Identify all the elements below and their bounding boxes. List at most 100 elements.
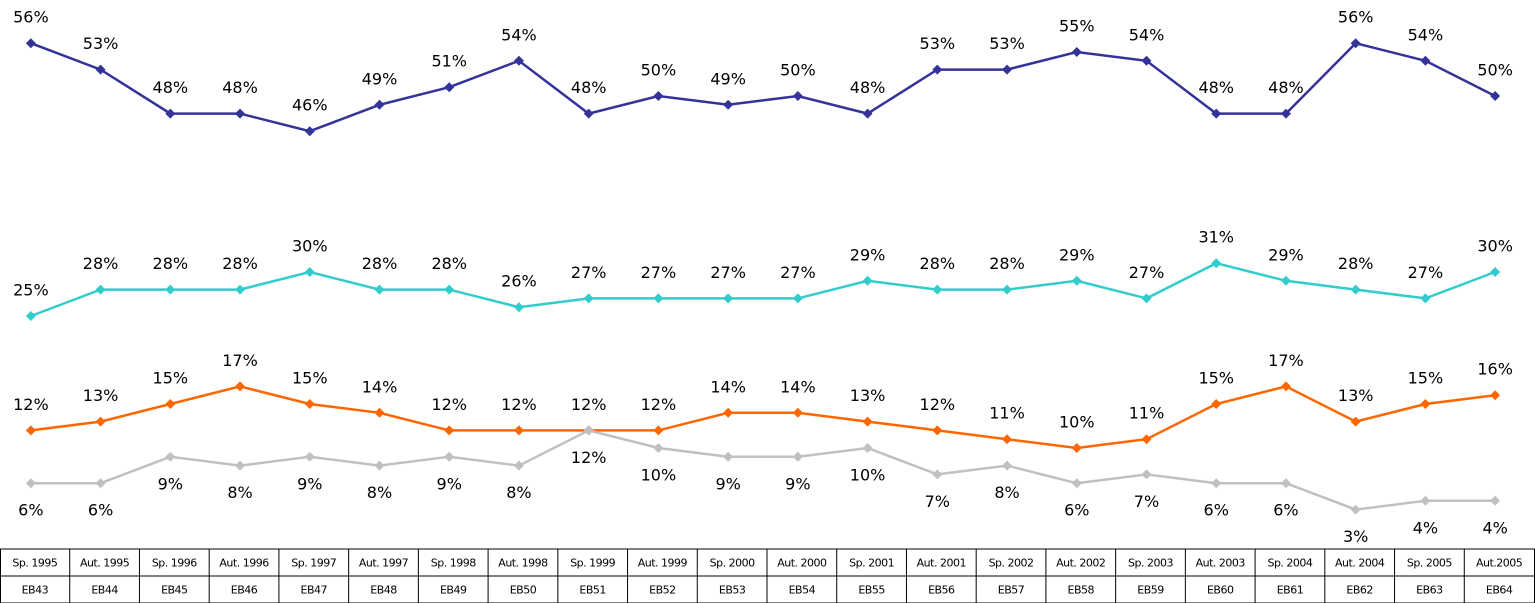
data-label: 27% — [641, 263, 677, 282]
data-label: 16% — [1477, 360, 1513, 379]
marker — [1350, 38, 1361, 49]
marker — [513, 425, 524, 436]
marker — [1002, 284, 1013, 295]
line — [30, 385, 1496, 450]
marker — [723, 407, 734, 418]
marker — [1002, 434, 1013, 445]
x-tick-code: EB52 — [649, 584, 676, 597]
data-label: 54% — [1408, 25, 1444, 44]
marker — [444, 284, 455, 295]
marker — [1350, 416, 1361, 427]
marker — [653, 425, 664, 436]
data-label: 12% — [571, 395, 607, 414]
data-label: 54% — [501, 25, 537, 44]
marker — [374, 99, 385, 110]
data-label: 9% — [715, 474, 740, 493]
marker — [25, 425, 36, 436]
data-label: 10% — [1059, 413, 1095, 432]
marker — [723, 99, 734, 110]
data-label: 28% — [989, 254, 1025, 273]
x-tick-code: EB46 — [231, 584, 258, 597]
data-label: 14% — [362, 377, 398, 396]
marker — [583, 425, 594, 436]
data-label: 14% — [780, 377, 816, 396]
data-label: 25% — [13, 281, 49, 300]
data-label: 30% — [292, 237, 328, 256]
data-label: 56% — [13, 8, 49, 27]
marker — [1071, 443, 1082, 453]
marker — [792, 451, 803, 462]
marker — [653, 443, 664, 453]
data-label: 3% — [1343, 527, 1368, 546]
marker — [95, 416, 106, 427]
marker — [1141, 293, 1152, 304]
data-label: 9% — [785, 474, 810, 493]
x-tick-label: Aut. 2003 — [1196, 557, 1246, 570]
x-tick-code: EB43 — [22, 584, 49, 597]
x-tick-label: Aut. 1996 — [219, 557, 269, 570]
data-label: 9% — [437, 474, 462, 493]
marker — [25, 478, 36, 489]
x-tick-label: Sp. 2003 — [1128, 557, 1173, 570]
data-label: 28% — [1338, 254, 1374, 273]
marker — [165, 399, 176, 409]
data-label: 49% — [710, 69, 746, 88]
x-tick-code: EB49 — [440, 584, 467, 597]
marker — [1490, 91, 1501, 101]
data-label: 11% — [989, 404, 1025, 423]
x-tick-label: Sp. 1997 — [291, 557, 336, 570]
marker — [723, 293, 734, 304]
marker — [1141, 469, 1152, 480]
marker — [1490, 390, 1501, 401]
x-tick-code: EB57 — [998, 584, 1025, 597]
marker — [862, 275, 873, 286]
marker — [932, 64, 943, 75]
data-label: 17% — [1268, 351, 1304, 370]
x-tick-code: EB44 — [91, 584, 118, 597]
data-label: 14% — [710, 377, 746, 396]
data-label: 13% — [83, 386, 119, 405]
data-label: 10% — [850, 466, 886, 485]
data-label: 6% — [1064, 501, 1089, 520]
data-label: 31% — [1198, 228, 1234, 247]
x-tick-label: Aut. 1998 — [498, 557, 548, 570]
x-tick-code: EB50 — [510, 584, 537, 597]
marker — [235, 460, 246, 471]
marker — [1211, 108, 1222, 119]
data-label: 29% — [1268, 245, 1304, 264]
marker — [374, 284, 385, 295]
x-tick-label: Sp. 1999 — [570, 557, 615, 570]
data-label: 54% — [1129, 25, 1165, 44]
x-tick-label: Sp. 1996 — [152, 557, 197, 570]
data-label: 50% — [780, 61, 816, 80]
x-tick-code: EB51 — [579, 584, 606, 597]
data-label: 7% — [1134, 492, 1159, 511]
marker — [1490, 267, 1501, 277]
marker — [444, 82, 455, 93]
data-label: 53% — [920, 34, 956, 53]
data-label: 27% — [780, 263, 816, 282]
x-tick-label: Sp. 2004 — [1267, 557, 1312, 570]
marker — [1280, 275, 1291, 286]
data-label: 12% — [431, 395, 467, 414]
marker — [513, 460, 524, 471]
data-label: 29% — [1059, 245, 1095, 264]
data-label: 7% — [925, 492, 950, 511]
data-label: 13% — [850, 386, 886, 405]
data-label: 28% — [83, 254, 119, 273]
marker — [1141, 434, 1152, 445]
data-label: 15% — [1408, 369, 1444, 388]
marker — [95, 478, 106, 489]
marker — [235, 381, 246, 392]
data-label: 8% — [227, 483, 252, 502]
data-label: 6% — [1204, 501, 1229, 520]
marker — [792, 293, 803, 304]
x-tick-label: Aut.2005 — [1476, 557, 1523, 570]
data-label: 15% — [292, 369, 328, 388]
data-label: 50% — [1477, 61, 1513, 80]
x-tick-code: EB62 — [1346, 584, 1373, 597]
data-label: 53% — [83, 34, 119, 53]
marker — [792, 407, 803, 418]
marker — [862, 416, 873, 427]
